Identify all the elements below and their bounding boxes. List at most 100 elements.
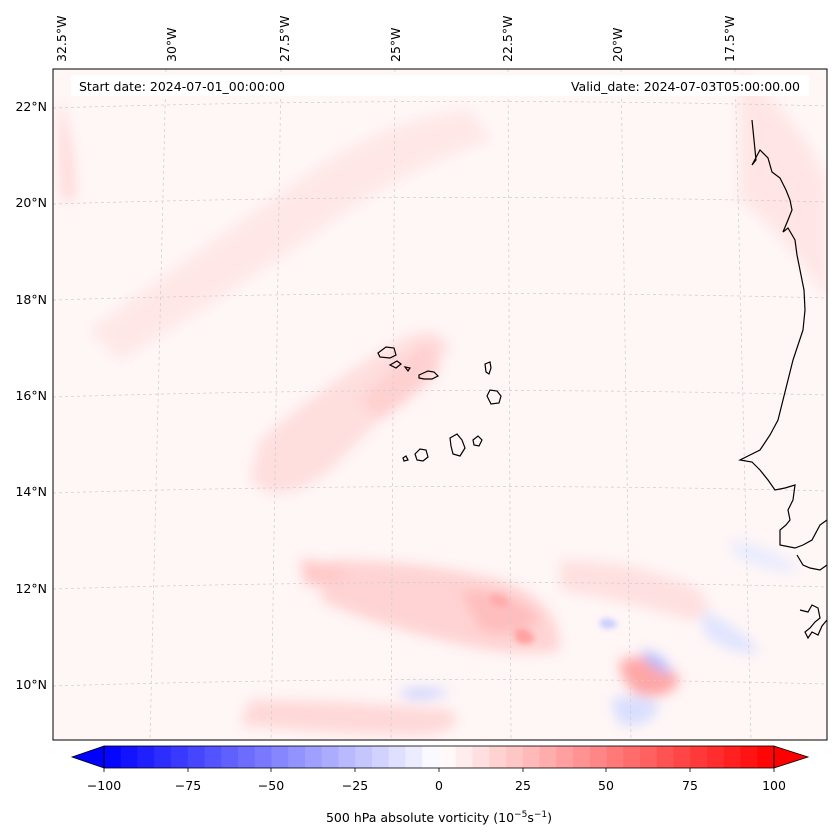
colorbar-cell bbox=[489, 746, 507, 768]
colorbar-tick-label: 50 bbox=[598, 778, 614, 793]
colorbar-cell bbox=[589, 746, 607, 768]
coastlines bbox=[377, 119, 827, 640]
colorbar-cell bbox=[405, 746, 423, 768]
header-banner: Start date: 2024-07-01_00:00:00 Valid_da… bbox=[71, 75, 809, 96]
lat-label: 20°N bbox=[15, 195, 47, 210]
island-maio bbox=[472, 435, 483, 447]
longitude-labels: 32.5°W 30°W 27.5°W 25°W 22.5°W 20°W 17.5… bbox=[54, 16, 737, 62]
colorbar-tick-label: −75 bbox=[175, 778, 201, 793]
island-santo-antao bbox=[377, 346, 397, 359]
colorbar-cell bbox=[623, 746, 641, 768]
start-date-label: Start date: 2024-07-01_00:00:00 bbox=[79, 79, 285, 94]
lon-label: 30°W bbox=[164, 27, 179, 62]
colorbar-cell bbox=[757, 746, 775, 768]
lat-label: 18°N bbox=[15, 292, 47, 307]
meridian-line bbox=[390, 69, 396, 740]
lat-label: 14°N bbox=[15, 484, 47, 499]
colorbar-cell bbox=[472, 746, 490, 768]
colorbar-cell bbox=[455, 746, 473, 768]
parallel-line bbox=[53, 197, 827, 205]
meridian-line bbox=[149, 69, 167, 740]
colorbar-extend-max bbox=[773, 745, 810, 769]
colorbar-cell bbox=[740, 746, 758, 768]
parallel-line bbox=[53, 486, 827, 494]
colorbar-cell bbox=[254, 746, 272, 768]
island-santa-luzia bbox=[403, 366, 411, 373]
colorbar-cell bbox=[288, 746, 306, 768]
colorbar-cell bbox=[154, 746, 172, 768]
colorbar-cell bbox=[690, 746, 708, 768]
meridian-line bbox=[507, 69, 512, 740]
valid-date-label: Valid_date: 2024-07-03T05:00:00.00 bbox=[571, 79, 800, 94]
colorbar-cell bbox=[422, 746, 440, 768]
colorbar-cell bbox=[338, 746, 356, 768]
lat-label: 22°N bbox=[15, 99, 47, 114]
lat-label: 12°N bbox=[15, 581, 47, 596]
colorbar: −100 −75 −50 −25 0 25 50 75 100 500 hPa … bbox=[70, 745, 810, 825]
colorbar-cell bbox=[606, 746, 624, 768]
colorbar-cell bbox=[271, 746, 289, 768]
colorbar-cell bbox=[723, 746, 741, 768]
colorbar-cell bbox=[221, 746, 239, 768]
island-sal bbox=[484, 361, 492, 375]
island-santiago bbox=[449, 433, 466, 457]
colorbar-tick-label: −100 bbox=[87, 778, 121, 793]
colorbar-cell bbox=[171, 746, 189, 768]
colorbar-tick-label: −50 bbox=[258, 778, 284, 793]
colorbar-cells bbox=[104, 746, 775, 768]
island-sao-nicolau bbox=[418, 370, 440, 380]
colorbar-cell bbox=[656, 746, 674, 768]
lon-label: 25°W bbox=[388, 27, 403, 62]
parallel-line bbox=[53, 293, 827, 301]
colorbar-cell bbox=[137, 746, 155, 768]
colorbar-label: 500 hPa absolute vorticity (10−5s−1) bbox=[326, 810, 552, 825]
colorbar-cell bbox=[204, 746, 222, 768]
colorbar-cell bbox=[556, 746, 574, 768]
graticule bbox=[53, 69, 827, 740]
island-fogo bbox=[414, 448, 429, 462]
vorticity-field bbox=[59, 70, 827, 735]
africa-coastline-south bbox=[796, 554, 827, 640]
colorbar-cell bbox=[640, 746, 658, 768]
island-brava bbox=[402, 455, 409, 462]
latitude-labels: 22°N 20°N 18°N 16°N 14°N 12°N 10°N bbox=[15, 99, 47, 692]
lat-label: 10°N bbox=[15, 677, 47, 692]
colorbar-tick-label: 25 bbox=[515, 778, 531, 793]
colorbar-cell bbox=[120, 746, 138, 768]
colorbar-cell bbox=[707, 746, 725, 768]
colorbar-cell bbox=[187, 746, 205, 768]
lon-label: 32.5°W bbox=[54, 16, 69, 62]
lon-label: 22.5°W bbox=[500, 16, 515, 62]
meridian-line bbox=[620, 69, 632, 740]
colorbar-cell bbox=[104, 746, 122, 768]
island-boa-vista bbox=[486, 389, 502, 405]
colorbar-cell bbox=[355, 746, 373, 768]
colorbar-cell bbox=[673, 746, 691, 768]
parallel-line bbox=[53, 679, 827, 687]
colorbar-tick-label: −25 bbox=[342, 778, 368, 793]
colorbar-cell bbox=[321, 746, 339, 768]
colorbar-cell bbox=[573, 746, 591, 768]
colorbar-ticks bbox=[103, 768, 775, 772]
colorbar-cell bbox=[372, 746, 390, 768]
colorbar-tick-labels: −100 −75 −50 −25 0 25 50 75 100 bbox=[87, 778, 786, 793]
parallel-line bbox=[53, 582, 827, 590]
island-sao-vicente bbox=[388, 360, 402, 369]
colorbar-cell bbox=[238, 746, 256, 768]
lon-label: 17.5°W bbox=[722, 16, 737, 62]
map-border bbox=[52, 68, 828, 741]
colorbar-cell bbox=[388, 746, 406, 768]
africa-coastline bbox=[738, 119, 827, 549]
colorbar-tick-label: 0 bbox=[435, 778, 443, 793]
lon-label: 27.5°W bbox=[277, 16, 292, 62]
colorbar-tick-label: 100 bbox=[762, 778, 786, 793]
map-panel bbox=[52, 68, 828, 741]
colorbar-extend-min bbox=[70, 745, 105, 769]
colorbar-cell bbox=[506, 746, 524, 768]
lon-label: 20°W bbox=[610, 27, 625, 62]
colorbar-cell bbox=[305, 746, 323, 768]
colorbar-cell bbox=[439, 746, 457, 768]
colorbar-cell bbox=[539, 746, 557, 768]
lat-label: 16°N bbox=[15, 388, 47, 403]
